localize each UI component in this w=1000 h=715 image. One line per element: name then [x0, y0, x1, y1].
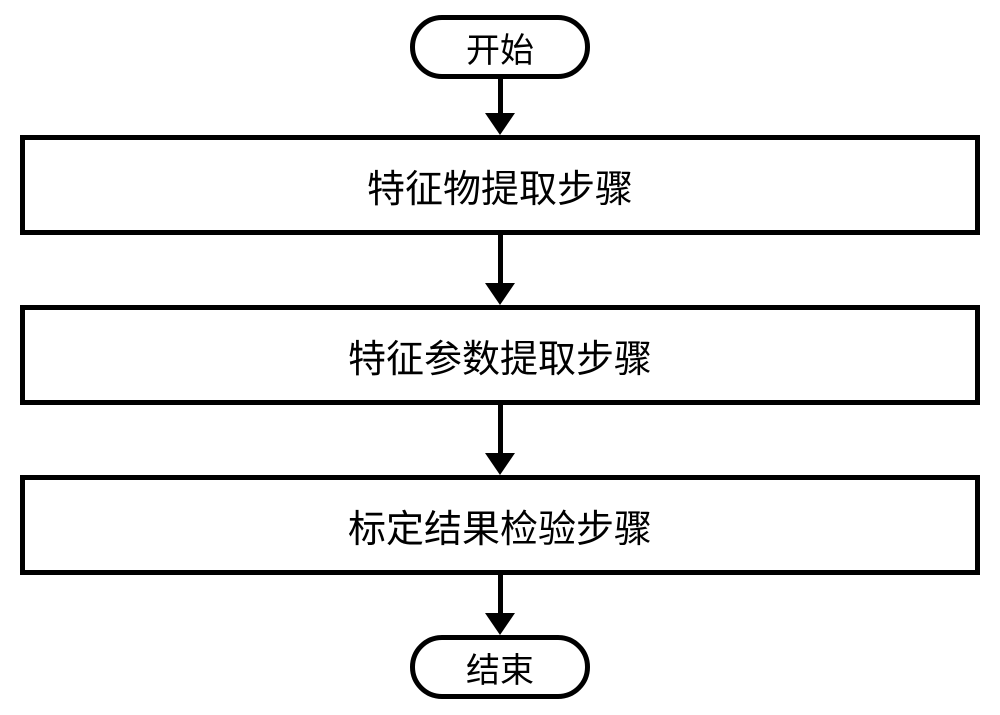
step1-label: 特征物提取步骤	[367, 158, 633, 213]
arrow-head-icon	[485, 613, 515, 635]
step2-node: 特征参数提取步骤	[20, 305, 980, 405]
step3-label: 标定结果检验步骤	[348, 498, 652, 553]
arrow-line	[498, 575, 503, 613]
step1-node: 特征物提取步骤	[20, 135, 980, 235]
arrow-head-icon	[485, 113, 515, 135]
arrow-line	[498, 235, 503, 283]
arrow-line	[498, 405, 503, 453]
end-node: 结束	[410, 635, 590, 699]
step2-label: 特征参数提取步骤	[348, 328, 652, 383]
step3-node: 标定结果检验步骤	[20, 475, 980, 575]
arrow-head-icon	[485, 453, 515, 475]
arrow-head-icon	[485, 283, 515, 305]
start-label: 开始	[466, 23, 534, 72]
flowchart-canvas: 开始 特征物提取步骤 特征参数提取步骤 标定结果检验步骤 结束	[0, 0, 1000, 715]
end-label: 结束	[466, 643, 534, 692]
arrow-line	[498, 79, 503, 113]
start-node: 开始	[410, 15, 590, 79]
